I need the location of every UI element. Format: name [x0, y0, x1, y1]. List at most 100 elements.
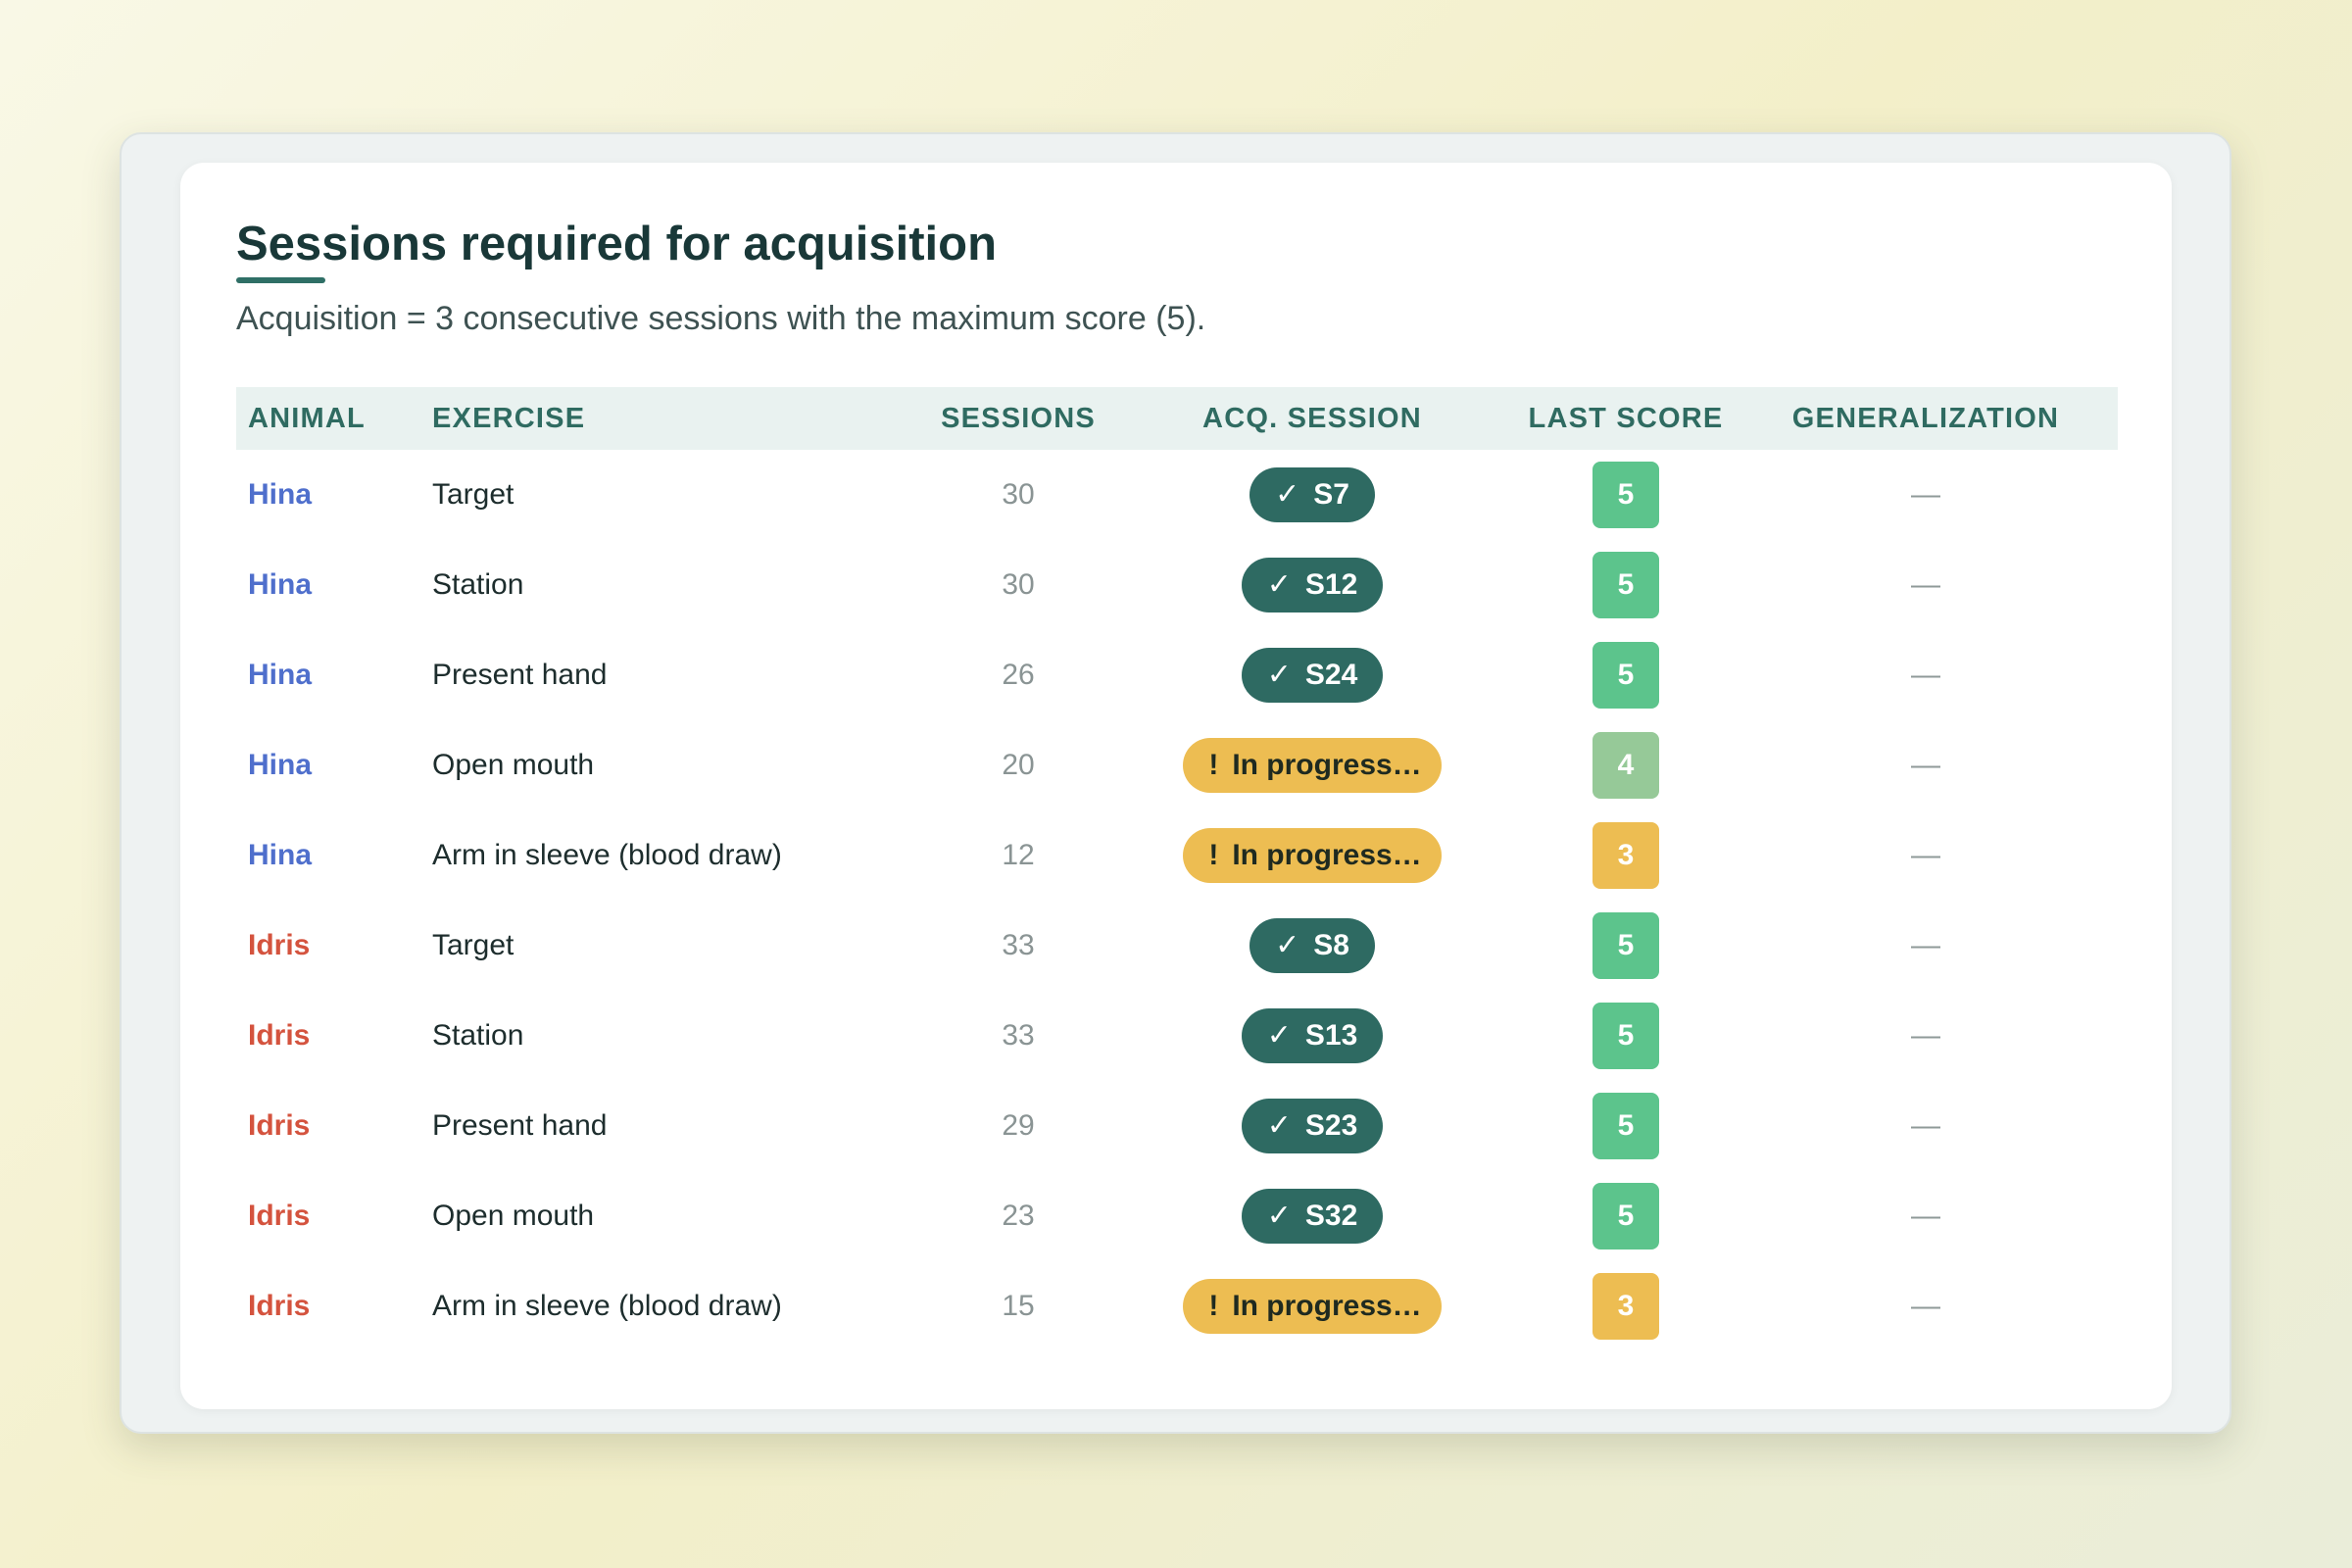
cell-generalization: —	[1911, 478, 1940, 511]
acq-session-label: In progress…	[1232, 749, 1422, 781]
acq-session-label: S32	[1304, 1200, 1358, 1232]
table-row: Idris Target 33 ✓ S8 5 —	[236, 901, 2118, 991]
score-badge: 5	[1592, 1003, 1659, 1069]
cell-exercise: Station	[432, 568, 524, 601]
header-sessions: SESSIONS	[941, 402, 1096, 434]
cell-last-score: 5	[1518, 540, 1734, 630]
score-badge: 4	[1592, 732, 1659, 799]
exclamation-icon: !	[1208, 1290, 1219, 1322]
cell-generalization: —	[1911, 1019, 1940, 1052]
cell-sessions: 30	[1002, 478, 1035, 511]
cell-sessions: 15	[1002, 1290, 1035, 1322]
score-badge: 5	[1592, 552, 1659, 618]
cell-animal: Hina	[236, 720, 420, 810]
cell-exercise: Arm in sleeve (blood draw)	[432, 1290, 782, 1322]
animal-name: Idris	[248, 1290, 311, 1322]
cell-animal: Hina	[236, 450, 420, 540]
cell-generalization: —	[1911, 1200, 1940, 1232]
cell-animal: Idris	[236, 991, 420, 1081]
cell-acq-session: ✓ S32	[1106, 1171, 1518, 1261]
cell-generalization: —	[1911, 568, 1940, 601]
score-badge: 5	[1592, 912, 1659, 979]
in-progress-badge: ! In progress…	[1183, 738, 1442, 793]
cell-sessions: 29	[1002, 1109, 1035, 1142]
table-row: Idris Station 33 ✓ S13 5 —	[236, 991, 2118, 1081]
table-row: Idris Present hand 29 ✓ S23 5 —	[236, 1081, 2118, 1171]
cell-exercise: Arm in sleeve (blood draw)	[432, 839, 782, 871]
cell-animal: Idris	[236, 1081, 420, 1171]
acquired-badge: ✓ S13	[1241, 1008, 1384, 1063]
cell-animal: Idris	[236, 901, 420, 991]
acq-session-label: In progress…	[1232, 1290, 1422, 1322]
score-badge: 3	[1592, 822, 1659, 889]
cell-sessions: 26	[1002, 659, 1035, 691]
title-underline	[236, 277, 325, 283]
cell-acq-session: ✓ S12	[1106, 540, 1518, 630]
cell-sessions: 23	[1002, 1200, 1035, 1232]
animal-name: Idris	[248, 1109, 311, 1142]
acquired-badge: ✓ S12	[1241, 558, 1384, 612]
score-badge: 5	[1592, 1093, 1659, 1159]
cell-last-score: 3	[1518, 810, 1734, 901]
cell-sessions: 30	[1002, 568, 1035, 601]
in-progress-badge: ! In progress…	[1183, 1279, 1442, 1334]
acq-session-label: S7	[1313, 478, 1349, 511]
cell-last-score: 5	[1518, 991, 1734, 1081]
cell-animal: Idris	[236, 1261, 420, 1351]
acq-session-label: S23	[1304, 1109, 1358, 1142]
cell-last-score: 5	[1518, 630, 1734, 720]
acq-session-label: S13	[1304, 1019, 1358, 1052]
cell-last-score: 5	[1518, 1081, 1734, 1171]
cell-generalization: —	[1911, 749, 1940, 781]
table-row: Hina Present hand 26 ✓ S24 5 —	[236, 630, 2118, 720]
animal-name: Idris	[248, 929, 311, 961]
cell-sessions: 33	[1002, 1019, 1035, 1052]
check-icon: ✓	[1266, 659, 1292, 691]
table-row: Hina Open mouth 20! In progress… 4 —	[236, 720, 2118, 810]
cell-acq-session: ✓ S8	[1106, 901, 1518, 991]
check-icon: ✓	[1275, 478, 1300, 511]
header-acq-session: ACQ. SESSION	[1202, 402, 1422, 434]
cell-acq-session: ✓ S23	[1106, 1081, 1518, 1171]
acq-session-label: S8	[1313, 929, 1349, 961]
page-subtitle: Acquisition = 3 consecutive sessions wit…	[236, 300, 1206, 337]
acquired-badge: ✓ S7	[1250, 467, 1375, 522]
table-row: Idris Arm in sleeve (blood draw) 15! In pro…	[236, 1261, 2118, 1351]
check-icon: ✓	[1266, 1109, 1292, 1142]
cell-acq-session: ✓ S24	[1106, 630, 1518, 720]
cell-exercise: Open mouth	[432, 749, 595, 781]
cell-exercise: Present hand	[432, 1109, 608, 1142]
score-badge: 5	[1592, 642, 1659, 709]
cell-animal: Hina	[236, 630, 420, 720]
check-icon: ✓	[1266, 1019, 1292, 1052]
cell-animal: Hina	[236, 810, 420, 901]
cell-acq-session: ! In progress…	[1106, 810, 1518, 901]
acquired-badge: ✓ S24	[1241, 648, 1384, 703]
cell-last-score: 5	[1518, 901, 1734, 991]
animal-name: Idris	[248, 1019, 311, 1052]
cell-animal: Hina	[236, 540, 420, 630]
cell-sessions: 33	[1002, 929, 1035, 961]
in-progress-badge: ! In progress…	[1183, 828, 1442, 883]
exclamation-icon: !	[1208, 839, 1219, 871]
cell-generalization: —	[1911, 1290, 1940, 1322]
header-generalization: GENERALIZATION	[1791, 402, 2060, 434]
acquired-badge: ✓ S32	[1241, 1189, 1384, 1244]
table-row: Hina Station 30 ✓ S12 5 —	[236, 540, 2118, 630]
acq-session-label: S12	[1304, 568, 1358, 601]
page-title: Sessions required for acquisition	[236, 218, 998, 270]
cell-acq-session: ! In progress…	[1106, 720, 1518, 810]
acquired-badge: ✓ S8	[1250, 918, 1375, 973]
cell-generalization: —	[1911, 659, 1940, 691]
check-icon: ✓	[1266, 1200, 1292, 1232]
cell-exercise: Target	[432, 929, 514, 961]
content-card: Sessions required for acquisition Acquis…	[180, 163, 2172, 1409]
cell-acq-session: ✓ S7	[1106, 450, 1518, 540]
check-icon: ✓	[1275, 929, 1300, 961]
cell-generalization: —	[1911, 929, 1940, 961]
exclamation-icon: !	[1208, 749, 1219, 781]
table-row: Hina Arm in sleeve (blood draw) 12! In prog…	[236, 810, 2118, 901]
cell-last-score: 4	[1518, 720, 1734, 810]
cell-animal: Idris	[236, 1171, 420, 1261]
cell-sessions: 20	[1002, 749, 1035, 781]
